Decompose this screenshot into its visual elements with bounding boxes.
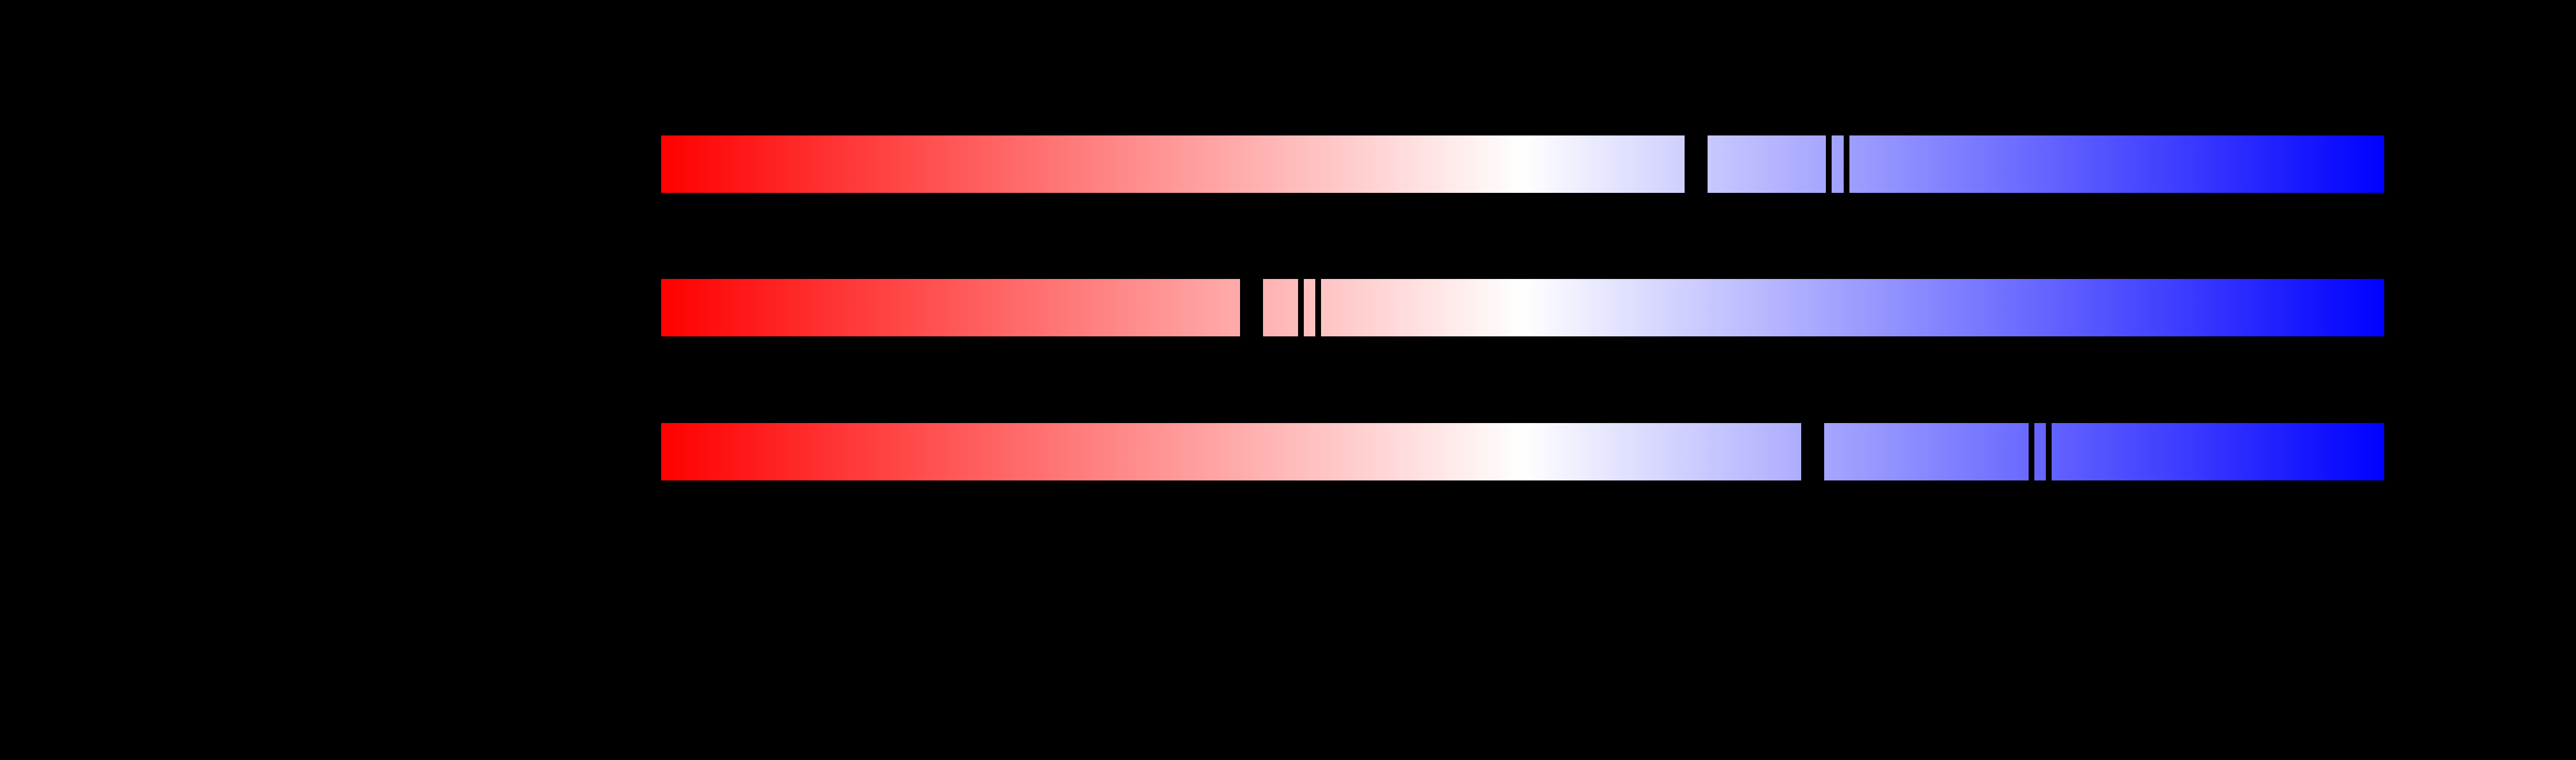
marker-line-thin [2046,423,2052,480]
marker-line-thick [1801,423,1824,480]
marker-line-thin [1315,279,1321,336]
gradient-bar-3 [661,423,2384,480]
gradient-bar-1 [661,135,2384,193]
gradient-bar-2 [661,279,2384,336]
marker-line-thin [1298,279,1304,336]
marker-line-thick [1685,135,1708,193]
marker-line-thin [1826,135,1832,193]
marker-line-thin [1844,135,1849,193]
marker-line-thin [2029,423,2034,480]
marker-line-thick [1240,279,1263,336]
